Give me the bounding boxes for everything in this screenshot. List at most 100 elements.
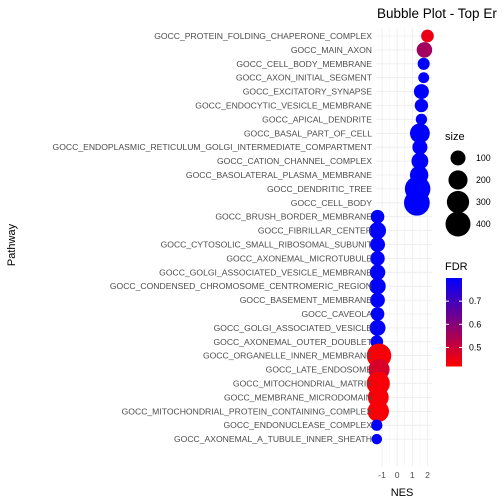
pathway-label: GOCC_CONDENSED_CHROMOSOME_CENTROMERIC_RE… <box>110 281 372 291</box>
x-axis-title: NES <box>391 487 414 499</box>
data-points <box>366 29 434 445</box>
fdr-colorbar-segment <box>446 295 462 299</box>
fdr-colorbar-segment <box>446 328 462 332</box>
size-legend-label: 100 <box>476 153 491 163</box>
pathway-label: GOCC_LATE_ENDOSOME <box>266 365 373 375</box>
bubble-point <box>414 98 429 113</box>
fdr-colorbar-segment <box>446 300 462 303</box>
fdr-colorbar-segment <box>446 357 462 360</box>
fdr-colorbar-segment <box>446 286 462 290</box>
fdr-colorbar-segment <box>446 306 462 310</box>
pathway-label: GOCC_MEMBRANE_MICRODOMAIN <box>224 392 372 402</box>
fdr-colorbar-segment <box>446 293 462 297</box>
fdr-colorbar-segment <box>446 335 462 338</box>
pathway-label: GOCC_EXCITATORY_SYNAPSE <box>243 87 373 97</box>
pathway-label: GOCC_ENDOPLASMIC_RETICULUM_GOLGI_INTERME… <box>53 142 373 152</box>
bubble-point <box>369 319 386 336</box>
bubble-point <box>412 139 428 155</box>
x-tick-label: 2 <box>425 470 430 480</box>
size-legend-key <box>445 211 471 237</box>
fdr-colorbar-segment <box>446 361 462 365</box>
bubble-point <box>409 123 430 144</box>
bubble-point <box>371 419 383 431</box>
pathway-label: GOCC_DENDRITIC_TREE <box>267 184 372 194</box>
pathway-labels: GOCC_PROTEIN_FOLDING_CHAPERONE_COMPLEX GO… <box>53 31 373 444</box>
bubble-point <box>370 209 385 224</box>
fdr-colorbar-segment <box>446 355 462 358</box>
fdr-colorbar-segment <box>446 289 462 292</box>
pathway-label: GOCC_CELL_BODY <box>291 198 372 208</box>
pathway-label: GOCC_AXONEMAL_A_TUBULE_INNER_SHEATH <box>174 434 372 444</box>
pathway-label: GOCC_GOLGI_ASSOCIATED_VESICLE_MEMBRANE <box>159 267 372 277</box>
pathway-label: GOCC_FIBRILLAR_CENTER <box>258 226 372 236</box>
fdr-legend-label: 0.7 <box>469 296 481 306</box>
fdr-colorbar-segment <box>446 317 462 321</box>
bubble-point <box>417 57 430 70</box>
pathway-label: GOCC_APICAL_DENDRITE <box>262 114 372 124</box>
pathway-label: GOCC_MITOCHONDRIAL_PROTEIN_CONTAINING_CO… <box>122 406 373 416</box>
bubble-point <box>367 400 389 423</box>
fdr-colorbar-segment <box>446 326 462 330</box>
fdr-legend: FDR 0.5 0.6 0.7 <box>445 261 481 367</box>
fdr-legend-label: 0.5 <box>469 342 481 352</box>
bubble-point <box>415 113 428 126</box>
pathway-label: GOCC_AXON_INITIAL_SEGMENT <box>236 73 373 83</box>
bubble-point <box>371 433 382 445</box>
size-legend-key <box>450 150 466 166</box>
pathway-label: GOCC_CATION_CHANNEL_COMPLEX <box>217 156 372 166</box>
pathway-label: GOCC_BASOLATERAL_PLASMA_MEMBRANE <box>186 170 372 180</box>
fdr-colorbar-segment <box>446 363 462 367</box>
fdr-colorbar-segment <box>446 284 462 288</box>
x-tick-label: 0 <box>395 470 400 480</box>
size-legend-label: 400 <box>476 219 491 229</box>
fdr-colorbar-segment <box>446 330 462 334</box>
size-legend: size 100 200 300 400 <box>445 131 491 237</box>
fdr-colorbar-segment <box>446 313 462 316</box>
fdr-colorbar-segment <box>446 297 462 301</box>
fdr-colorbar-segment <box>446 348 462 352</box>
fdr-colorbar-segment <box>446 278 462 281</box>
chart-title: Bubble Plot - Top Er <box>377 6 497 21</box>
fdr-colorbar-segment <box>446 341 462 345</box>
x-tick-label: -1 <box>378 470 386 480</box>
bubble-point <box>418 72 430 84</box>
pathway-label: GOCC_GOLGI_ASSOCIATED_VESICLE <box>214 323 373 333</box>
size-legend-key <box>446 190 470 214</box>
bubble-point <box>368 222 387 240</box>
fdr-colorbar-segment <box>446 280 462 283</box>
fdr-legend-label: 0.6 <box>469 319 481 329</box>
fdr-colorbar-segment <box>446 308 462 312</box>
bubble-point <box>369 264 386 281</box>
pathway-label: GOCC_CYTOSOLIC_SMALL_RIBOSOMAL_SUBUNIT <box>161 240 373 250</box>
fdr-legend-title: FDR <box>445 261 468 273</box>
pathway-label: GOCC_ORGANELLE_INNER_MEMBRANE <box>203 351 372 361</box>
fdr-colorbar-segment <box>446 339 462 343</box>
pathway-label: GOCC_BRUSH_BORDER_MEMBRANE <box>215 212 372 222</box>
size-legend-label: 300 <box>476 197 491 207</box>
fdr-colorbar-segment <box>446 302 462 305</box>
bubble-point <box>411 152 429 170</box>
pathway-label: GOCC_ENDOCYTIC_VESICLE_MEMBRANE <box>195 101 372 111</box>
pathway-label: GOCC_CAVEOLA <box>301 309 372 319</box>
bubble-point <box>421 29 434 43</box>
fdr-colorbar-segment <box>446 333 462 336</box>
pathway-label: GOCC_AXONEMAL_MICROTUBULE <box>226 253 372 263</box>
pathway-label: GOCC_AXONEMAL_OUTER_DOUBLET <box>213 337 372 347</box>
pathway-label: GOCC_MITOCHONDRIAL_MATRIX <box>233 379 372 389</box>
pathway-label: GOCC_PROTEIN_FOLDING_CHAPERONE_COMPLEX <box>154 31 372 41</box>
fdr-colorbar-segment <box>446 315 462 319</box>
fdr-colorbar-segment <box>446 337 462 341</box>
y-axis-title: Pathway <box>6 223 18 266</box>
x-tick-labels: -1 0 1 2 <box>378 470 430 480</box>
bubble-point <box>416 42 433 58</box>
fdr-colorbar-segment <box>446 346 462 349</box>
bubble-point <box>370 251 385 266</box>
bubble-point <box>370 292 385 308</box>
fdr-colorbar-segment <box>446 350 462 354</box>
fdr-colorbar-segment <box>446 311 462 314</box>
pathway-label: GOCC_BASAL_PART_OF_CELL <box>244 128 372 138</box>
bubble-point <box>413 84 429 100</box>
pathway-label: GOCC_MAIN_AXON <box>291 45 372 55</box>
fdr-colorbar-segment <box>446 324 462 327</box>
